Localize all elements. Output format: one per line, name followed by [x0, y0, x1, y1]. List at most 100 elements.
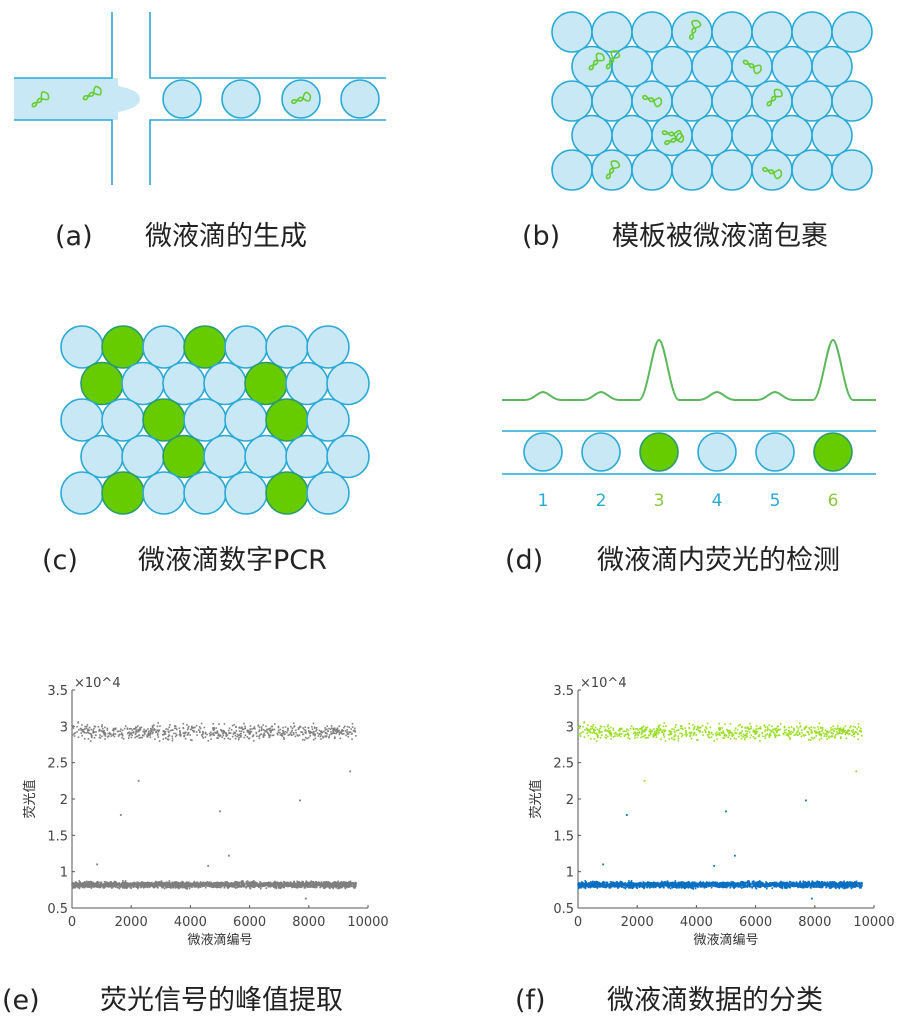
data-point: [121, 882, 124, 884]
data-point: [627, 736, 629, 739]
data-point: [175, 727, 177, 730]
negative-droplet: [203, 434, 247, 479]
data-point: [269, 883, 272, 885]
data-point: [126, 886, 129, 888]
data-point: [200, 722, 203, 725]
data-point: [246, 729, 249, 732]
data-point: [215, 727, 218, 729]
data-point: [335, 731, 338, 734]
data-point: [299, 882, 301, 885]
data-point: [160, 882, 162, 885]
data-point: [132, 886, 135, 888]
data-point: [90, 887, 93, 889]
data-point: [160, 880, 163, 883]
data-point: [718, 733, 721, 736]
data-point: [343, 726, 345, 729]
data-point: [253, 884, 255, 887]
data-point: [179, 882, 181, 885]
data-point: [83, 730, 85, 733]
data-point: [106, 884, 109, 887]
data-point: [844, 733, 847, 736]
data-point: [761, 731, 764, 734]
data-point: [751, 885, 753, 888]
data-point: [179, 885, 181, 888]
data-point: [821, 730, 823, 732]
data-point: [639, 882, 642, 885]
data-point: [125, 883, 128, 886]
data-point: [264, 731, 267, 733]
data-point: [224, 881, 227, 883]
data-point: [235, 725, 237, 728]
data-point: [83, 728, 86, 730]
data-point: [623, 884, 625, 887]
data-point: [203, 885, 206, 887]
data-point: [771, 725, 773, 728]
data-point: [92, 884, 94, 887]
data-point: [240, 886, 242, 888]
data-point: [112, 882, 115, 884]
data-point: [294, 735, 297, 738]
data-point: [100, 885, 102, 888]
data-point: [341, 885, 343, 887]
data-point: [774, 729, 777, 732]
data-point: [824, 881, 827, 884]
data-point: [675, 724, 677, 726]
data-point: [799, 726, 801, 728]
data-point: [345, 734, 347, 737]
data-point: [210, 731, 212, 734]
data-point: [776, 730, 778, 732]
data-point: [94, 883, 97, 886]
negative-droplet: [697, 432, 737, 472]
data-point: [176, 884, 178, 886]
data-point: [104, 733, 107, 735]
data-point: [72, 885, 74, 887]
data-point: [696, 739, 698, 741]
data-point: [351, 732, 353, 735]
data-point: [325, 885, 328, 887]
data-point: [321, 884, 323, 887]
data-point: [345, 881, 347, 884]
data-point: [321, 731, 324, 734]
data-point: [206, 882, 209, 885]
data-point: [177, 884, 180, 886]
data-point: [658, 726, 660, 729]
data-point: [76, 883, 78, 886]
data-point: [682, 883, 685, 885]
data-point: [330, 725, 333, 727]
data-point: [775, 727, 777, 730]
outlier-point: [349, 770, 352, 773]
data-point: [163, 887, 166, 890]
data-point: [718, 722, 720, 725]
data-point: [319, 886, 321, 889]
data-point: [106, 736, 109, 738]
data-point: [176, 883, 179, 885]
data-point: [116, 886, 119, 889]
data-point: [641, 730, 643, 733]
data-point: [309, 731, 312, 733]
data-point: [655, 732, 658, 734]
data-point: [145, 730, 147, 733]
data-point: [173, 882, 176, 885]
data-point: [604, 730, 606, 732]
data-point: [269, 883, 272, 886]
data-point: [222, 729, 225, 732]
data-point: [185, 881, 188, 884]
data-point: [81, 734, 83, 737]
data-point: [133, 881, 135, 884]
negative-droplet: [142, 471, 186, 515]
data-point: [586, 732, 589, 734]
data-point: [179, 732, 182, 734]
data-point: [686, 734, 688, 736]
data-point: [278, 885, 281, 888]
data-point: [607, 727, 610, 730]
data-point: [148, 733, 150, 735]
data-point: [343, 883, 346, 886]
data-point: [853, 735, 856, 738]
data-point: [612, 736, 615, 738]
data-point: [198, 726, 201, 728]
dna-strand: [291, 95, 312, 105]
droplet-number-label: 5: [770, 491, 781, 511]
data-point: [202, 881, 205, 884]
data-point: [338, 884, 340, 887]
data-point: [289, 732, 292, 734]
